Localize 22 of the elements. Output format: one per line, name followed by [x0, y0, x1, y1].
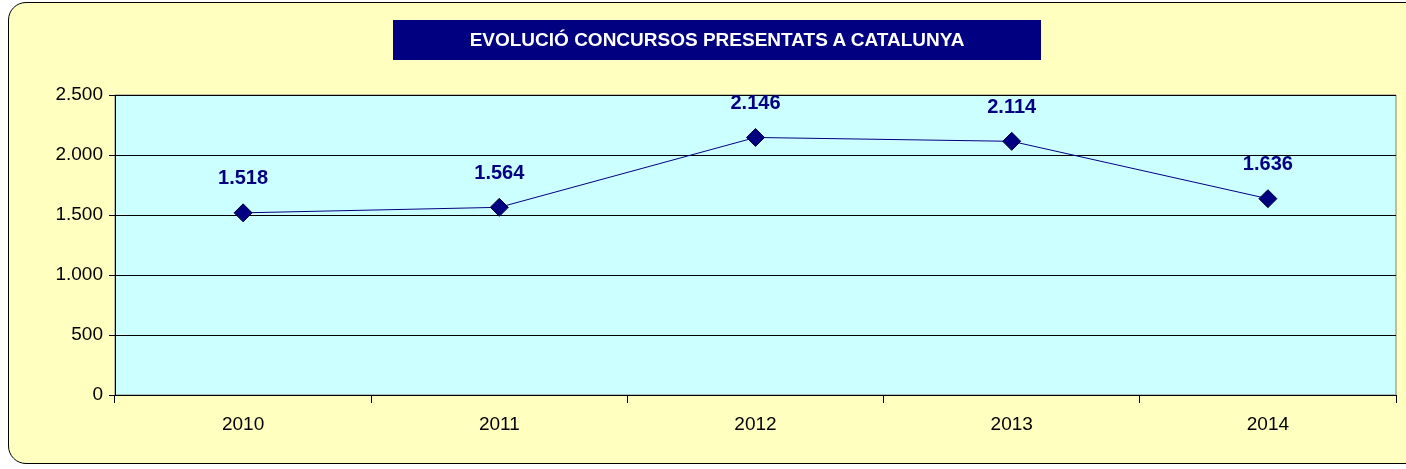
x-tick-label: 2011	[478, 412, 520, 434]
chart-title: EVOLUCIÓ CONCURSOS PRESENTATS A CATALUNYA	[393, 20, 1041, 60]
point	[1258, 189, 1278, 209]
x-tick-label: 2012	[734, 412, 777, 434]
data-label: 1.518	[218, 166, 269, 189]
y-tick-label: 0	[92, 383, 103, 405]
point	[489, 197, 509, 217]
y-tick-label: 2.000	[55, 143, 103, 165]
data-label: 1.636	[1242, 152, 1293, 175]
x-tick-label: 2010	[221, 412, 265, 434]
data-label: 1.564	[474, 160, 526, 183]
x-tick-label: 2013	[990, 412, 1033, 434]
data-label: 2.146	[730, 91, 781, 113]
y-tick-label: 500	[71, 323, 103, 345]
point	[746, 127, 765, 147]
point	[1002, 131, 1022, 151]
point	[233, 203, 253, 223]
y-tick-label: 1.500	[55, 203, 103, 225]
x-tick-label: 2014	[1246, 412, 1290, 434]
y-tick-label: 1.000	[55, 263, 103, 285]
data-label: 2.114	[987, 94, 1038, 117]
y-tick-label: 2.500	[55, 83, 103, 105]
